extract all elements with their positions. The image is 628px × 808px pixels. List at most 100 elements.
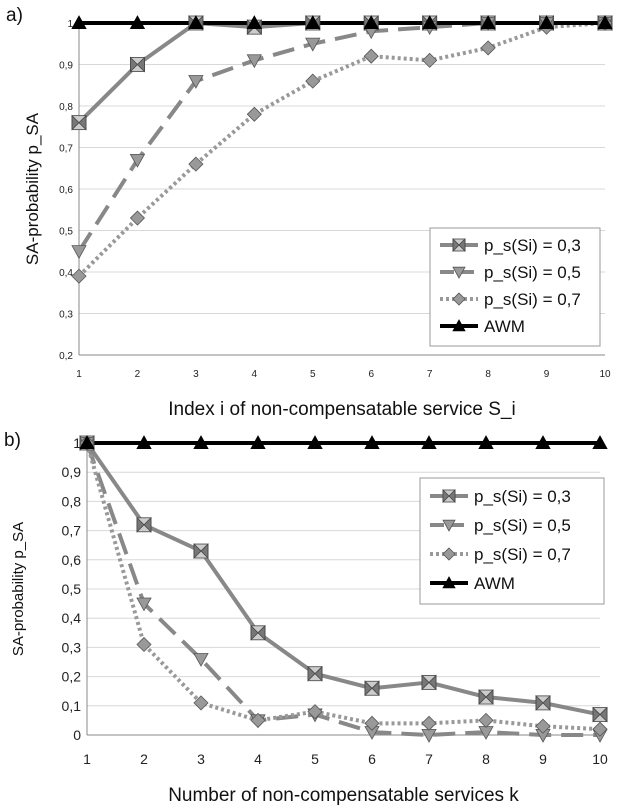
chart-a-y-axis-title: SA-probability p_SA bbox=[23, 112, 42, 265]
chart-a-data-point bbox=[363, 15, 379, 29]
chart-b-y-tick-label: 0,1 bbox=[62, 698, 82, 714]
chart-a-y-tick-label: 0,7 bbox=[59, 144, 73, 155]
chart-b-data-point bbox=[421, 715, 437, 731]
chart-a-legend-label: AWM bbox=[484, 317, 525, 336]
chart-a-x-tick-label: 2 bbox=[135, 369, 141, 380]
chart-b-y-axis-title: SA-probability p_SA bbox=[10, 522, 27, 656]
chart-a-data-point bbox=[71, 245, 87, 260]
chart-b-data-point bbox=[364, 715, 380, 731]
chart-b-data-point bbox=[421, 674, 437, 691]
chart-a-x-tick-label: 10 bbox=[599, 369, 611, 380]
chart-a-data-point bbox=[188, 75, 204, 89]
chart-a-y-tick-label: 0,5 bbox=[59, 227, 73, 238]
chart-b-y-tick-label: 0,5 bbox=[62, 581, 82, 597]
chart-b-y-tick-label: 0,9 bbox=[62, 464, 82, 480]
chart-b-y-tick-label: 0 bbox=[73, 727, 81, 743]
chart-a-legend-label: p_s(Si) = 0,5 bbox=[484, 263, 581, 282]
chart-a: 0,2 0,3 0,4 0,5 0,6 0,7 0,8 0,9 1 1 2 3 4 5 6 7 8 9 10 Inde… bbox=[6, 5, 613, 420]
chart-a-data-point bbox=[188, 15, 204, 29]
chart-a-data-point bbox=[188, 156, 204, 172]
chart-b-data-point bbox=[364, 435, 380, 449]
chart-a-legend-marker bbox=[452, 319, 466, 332]
chart-a-x-tick-label: 8 bbox=[485, 369, 491, 380]
chart-b-data-point bbox=[250, 624, 266, 641]
chart-b-data-point bbox=[250, 712, 266, 728]
chart-b-data-point bbox=[535, 694, 551, 711]
chart-b-x-tick-label: 8 bbox=[482, 751, 490, 767]
chart-b-data-point bbox=[136, 636, 152, 653]
chart-a-data-point bbox=[538, 15, 555, 29]
chart-a-legend: p_s(Si) = 0,3 p_s(Si) = 0,5 p_s(Si) = 0,7 A… bbox=[429, 227, 601, 347]
chart-a-data-point bbox=[305, 37, 321, 52]
chart-a-x-tick-label: 9 bbox=[544, 369, 550, 380]
chart-a-data-point bbox=[480, 15, 496, 29]
chart-a-series-line bbox=[77, 21, 605, 253]
chart-a-data-point bbox=[305, 73, 321, 89]
chart-b-legend-marker bbox=[442, 547, 456, 561]
chart-b-data-point bbox=[193, 435, 209, 449]
chart-b-legend-marker bbox=[442, 489, 456, 503]
chart-a-series-line bbox=[77, 21, 606, 278]
chart-b-legend-label: AWM bbox=[474, 574, 515, 593]
chart-a-data-point bbox=[421, 15, 438, 29]
chart-b-data-point bbox=[136, 516, 152, 533]
chart-b-legend-label: p_s(Si) = 0,7 bbox=[474, 545, 571, 564]
chart-a-x-tick-label: 6 bbox=[368, 369, 374, 380]
chart-b-x-tick-label: 7 bbox=[425, 751, 433, 767]
chart-b-x-tick-label: 6 bbox=[368, 751, 376, 767]
chart-a-data-point bbox=[363, 48, 379, 64]
chart-b-x-tick-label: 10 bbox=[592, 751, 608, 767]
chart-b-y-tick-label: 0,2 bbox=[62, 669, 82, 685]
chart-a-data-point bbox=[71, 268, 87, 284]
chart-b-y-tick-label: 0,3 bbox=[62, 639, 82, 655]
chart-a-y-tick-label: 0,3 bbox=[59, 310, 73, 321]
chart-b-x-tick-label: 1 bbox=[83, 751, 91, 767]
chart-a-data-point bbox=[129, 15, 146, 29]
chart-b-data-point bbox=[478, 689, 494, 706]
chart-a-data-point bbox=[246, 106, 262, 122]
chart-a-x-tick-label: 3 bbox=[193, 369, 199, 380]
chart-b-data-point bbox=[193, 543, 209, 560]
chart-a-x-tick-label: 7 bbox=[427, 369, 433, 380]
chart-a-legend-marker bbox=[452, 238, 466, 252]
chart-a-data-point bbox=[129, 210, 146, 226]
chart-b-data-point bbox=[79, 435, 95, 449]
chart-b-data-point bbox=[592, 435, 608, 449]
chart-a-data-point bbox=[71, 114, 87, 131]
chart-b-y-tick-label: 0,4 bbox=[62, 610, 82, 626]
chart-b-panel-label: b) bbox=[4, 430, 21, 451]
chart-b-data-point bbox=[364, 680, 380, 697]
chart-b-legend-label: p_s(Si) = 0,5 bbox=[474, 516, 571, 535]
chart-b-x-tick-label: 5 bbox=[311, 751, 319, 767]
chart-b-data-point bbox=[421, 435, 437, 449]
chart-b-legend: p_s(Si) = 0,3 p_s(Si) = 0,5 p_s(Si) = 0,7 A… bbox=[419, 477, 605, 605]
chart-b-data-point bbox=[307, 435, 323, 449]
chart-b-x-tick-label: 4 bbox=[254, 751, 262, 767]
chart-a-x-tick-label: 4 bbox=[252, 369, 258, 380]
chart-b-data-point bbox=[478, 435, 494, 449]
chart-b-legend-label: p_s(Si) = 0,3 bbox=[474, 487, 571, 506]
chart-a-y-tick-label: 0,8 bbox=[59, 102, 73, 113]
chart-a-panel-label: a) bbox=[6, 5, 23, 26]
chart-b-legend-marker bbox=[442, 519, 456, 532]
chart-a-y-tick-label: 0,4 bbox=[59, 268, 73, 279]
chart-a-legend-label: p_s(Si) = 0,7 bbox=[484, 290, 581, 309]
chart-b-data-point bbox=[193, 695, 209, 711]
chart-b-data-point bbox=[193, 653, 209, 667]
chart-a-data-point bbox=[305, 15, 321, 29]
chart-b-x-tick-label: 2 bbox=[140, 751, 148, 767]
chart-b-data-point bbox=[592, 721, 608, 737]
chart-a-x-tick-label: 5 bbox=[310, 369, 316, 380]
chart-a-y-tick-label: 1 bbox=[67, 19, 73, 30]
chart-b-data-point bbox=[535, 435, 551, 449]
chart-a-data-point bbox=[422, 52, 438, 68]
chart-a-y-tick-label: 0,9 bbox=[59, 61, 73, 72]
chart-b-series-line bbox=[85, 442, 600, 737]
chart-a-data-point bbox=[246, 54, 263, 69]
chart-b-data-point bbox=[250, 435, 266, 449]
chart-a-x-axis-title: Index i of non-compensatable service S_i bbox=[168, 399, 515, 420]
chart-a-y-tick-label: 0,6 bbox=[59, 185, 73, 196]
chart-b-data-point bbox=[535, 718, 551, 734]
chart-b-data-point bbox=[307, 665, 323, 682]
